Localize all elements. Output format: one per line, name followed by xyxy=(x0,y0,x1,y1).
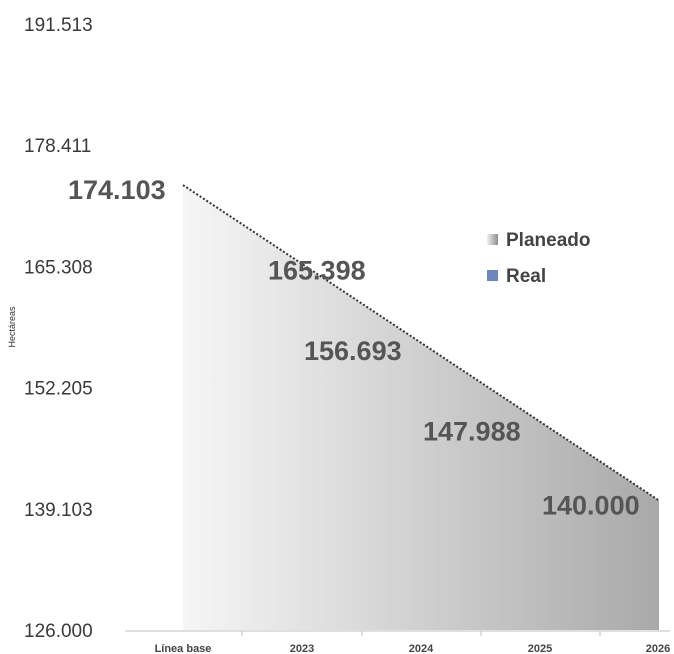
y-axis-label: Hectáreas xyxy=(7,306,17,348)
x-tick-label: Línea base xyxy=(155,643,212,654)
legend-label-real: Real xyxy=(506,266,546,287)
y-tick-label: 178.411 xyxy=(24,136,91,157)
y-tick-label: 191.513 xyxy=(24,15,93,36)
planeado-area xyxy=(183,185,659,630)
x-tick-label: 2023 xyxy=(290,643,314,654)
x-tick-label: 2025 xyxy=(528,643,552,654)
planeado-trend-line xyxy=(182,184,660,502)
legend-label-planeado: Planeado xyxy=(506,230,590,251)
data-label: 147.988 xyxy=(423,417,521,447)
y-tick-label: 126.000 xyxy=(24,621,93,642)
y-tick-label: 139.103 xyxy=(24,500,93,521)
y-tick-label: 165.308 xyxy=(24,257,93,278)
x-tick-label: 2024 xyxy=(409,643,434,654)
data-label: 165.398 xyxy=(268,256,366,286)
data-label: 140.000 xyxy=(542,490,640,520)
data-labels: 174.103 165.398 156.693 147.988 140.000 xyxy=(68,175,640,520)
legend-swatch-real xyxy=(487,270,498,281)
y-tick-label: 152.205 xyxy=(24,379,93,400)
data-label: 174.103 xyxy=(68,175,166,205)
x-tick-label: 2026 xyxy=(646,643,670,654)
axes: Línea base 2023 2024 2025 2026 191.513 178.411… xyxy=(7,15,670,654)
plot-area xyxy=(182,184,660,630)
legend: Planeado Real xyxy=(487,230,590,287)
legend-swatch-planeado xyxy=(487,234,498,245)
data-label: 156.693 xyxy=(304,336,402,366)
